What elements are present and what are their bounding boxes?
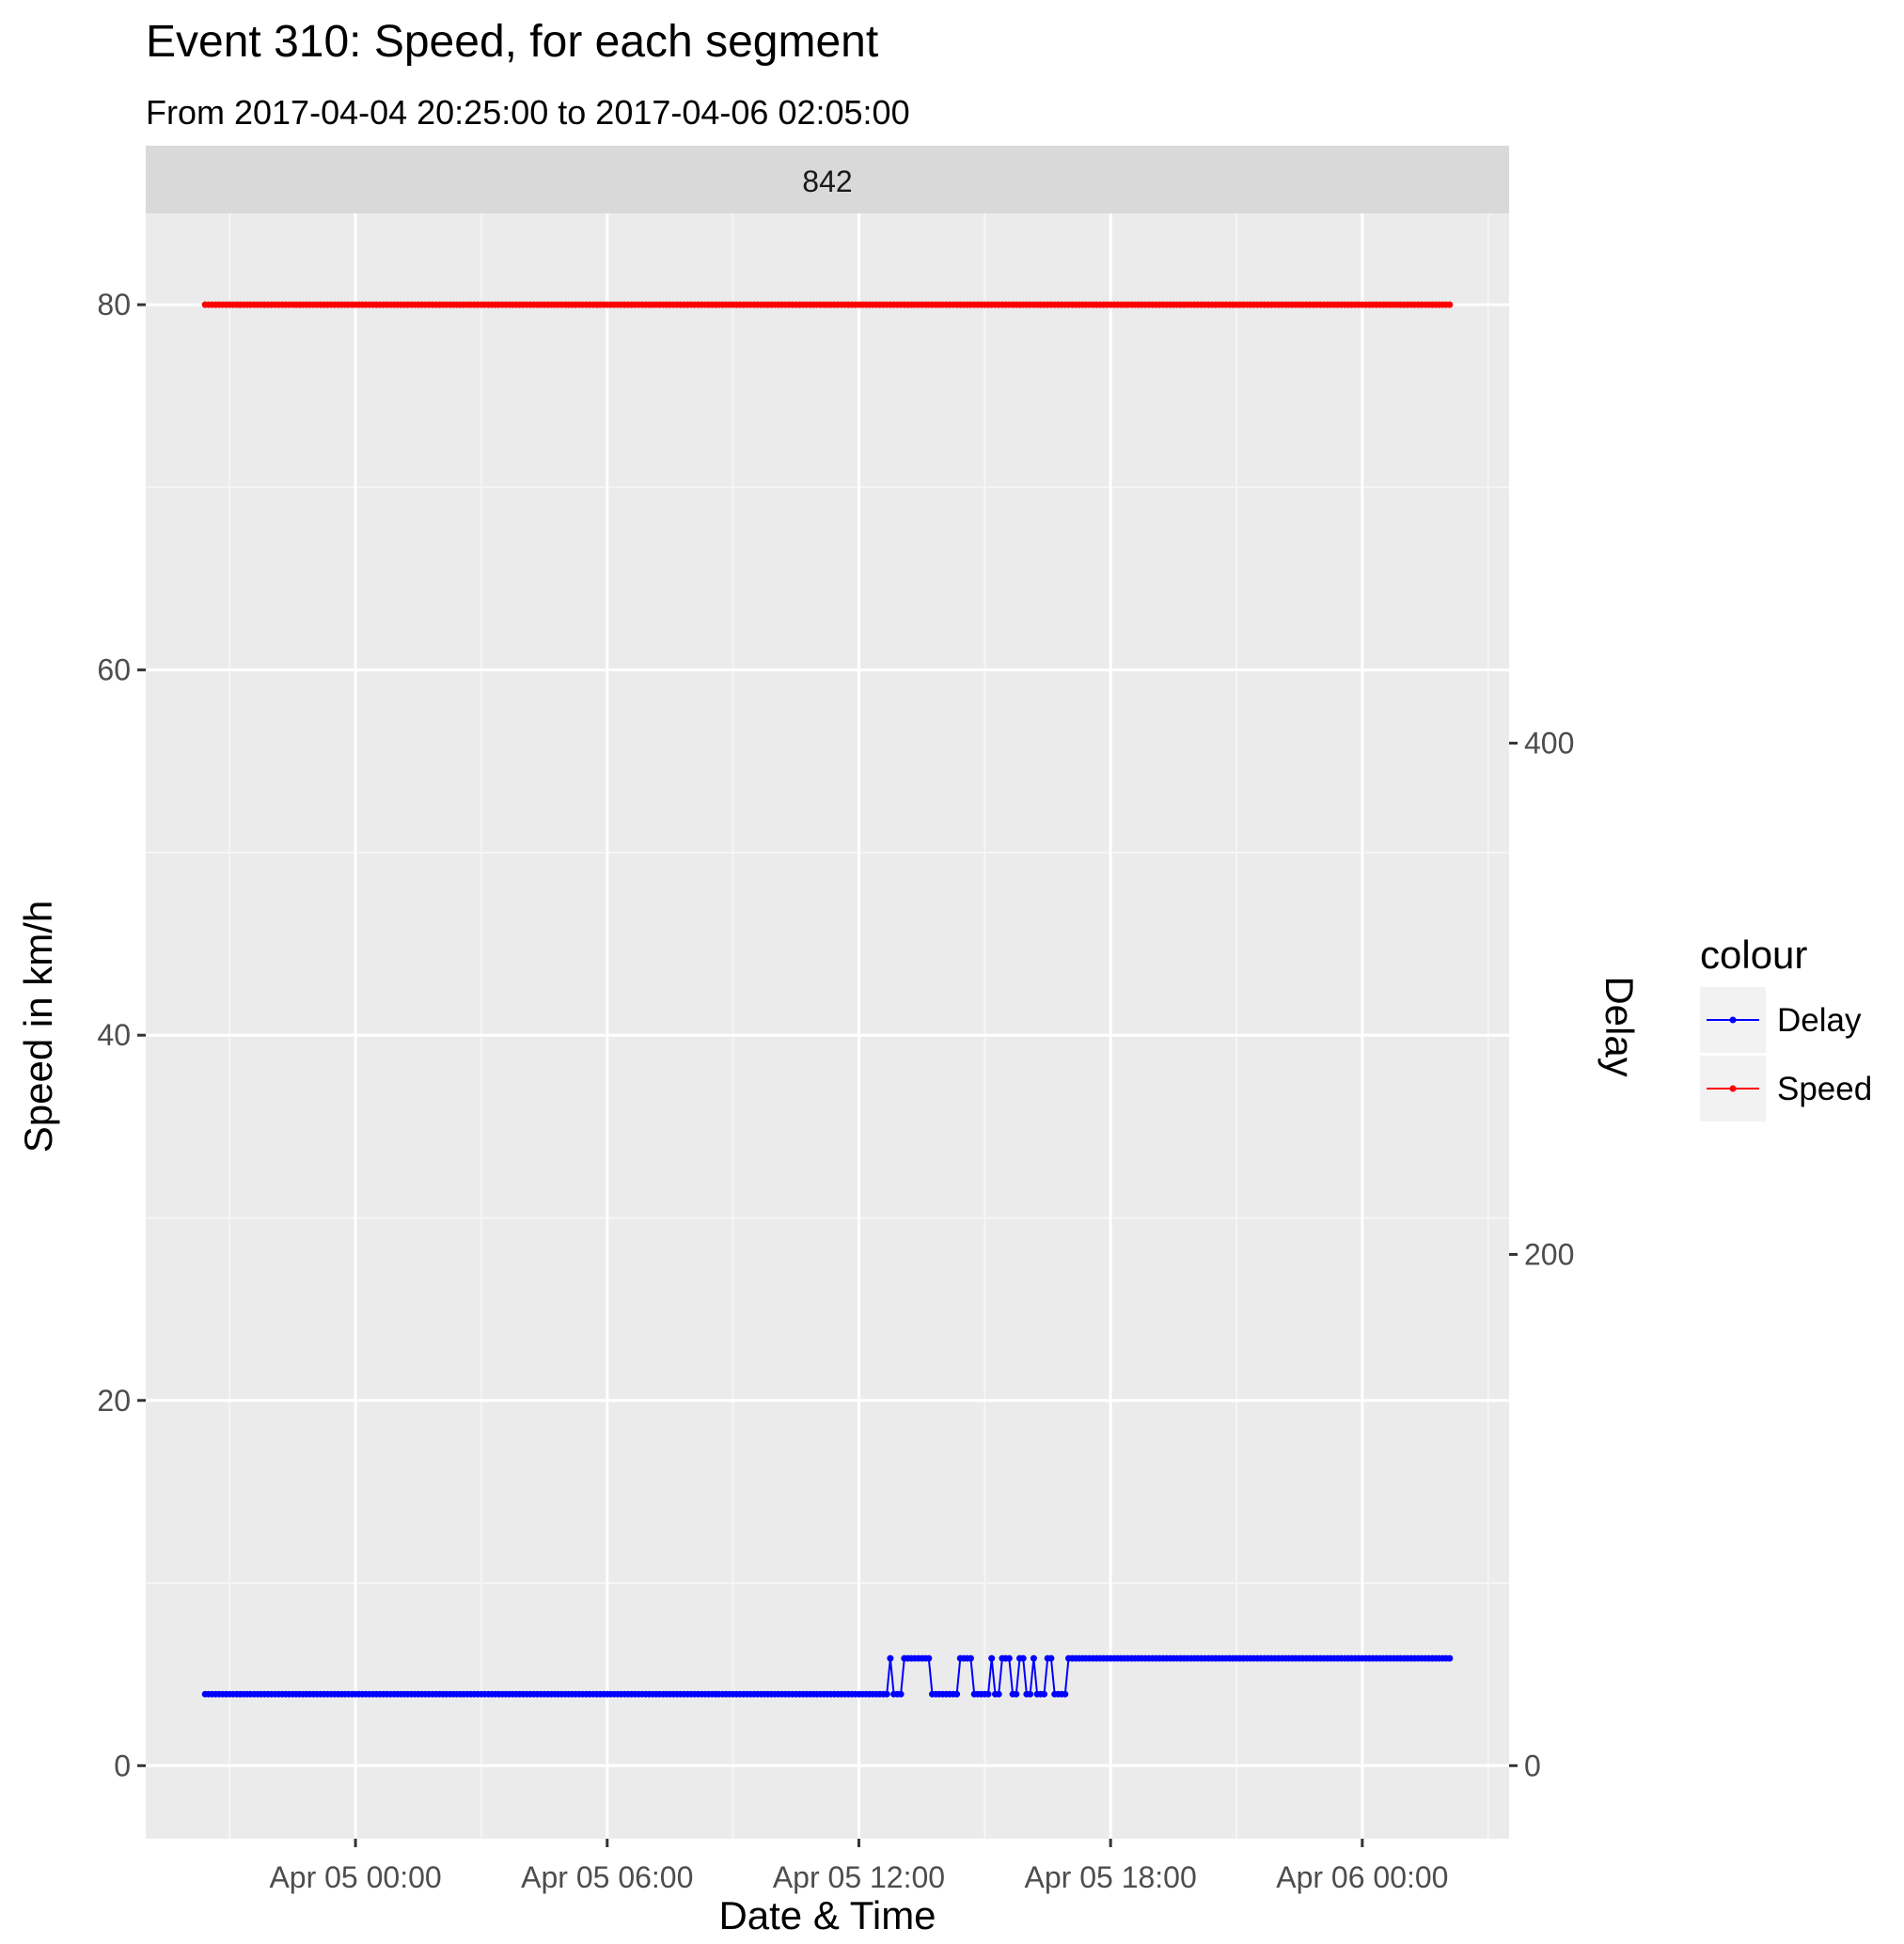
chart-title: Event 310: Speed, for each segment (146, 17, 878, 67)
data-point (1013, 1690, 1020, 1698)
data-point (988, 1654, 996, 1662)
data-point (887, 1654, 894, 1662)
data-point (1446, 1654, 1454, 1662)
data-point (1027, 1690, 1034, 1698)
y-tick-label: 20 (97, 1384, 131, 1418)
y-axis-title: Speed in km/h (16, 901, 60, 1153)
y-axis-right: 0 200 400 (1509, 727, 1574, 1782)
data-point (967, 1654, 974, 1662)
data-point (883, 1690, 890, 1698)
data-point (984, 1690, 992, 1698)
series-points-delay (201, 1654, 1454, 1698)
legend-title: colour (1700, 933, 1807, 977)
series-layer (201, 301, 1454, 1698)
y2-tick-label: 0 (1524, 1748, 1541, 1782)
plot-panel (146, 213, 1509, 1839)
x-axis: Apr 05 00:00 Apr 05 06:00 Apr 05 12:00 Apr … (269, 1839, 1448, 1894)
y-tick-label: 0 (114, 1748, 131, 1782)
y2-axis-title: Delay (1597, 976, 1642, 1076)
legend-point (1729, 1016, 1737, 1024)
data-point (1030, 1654, 1037, 1662)
data-point (1019, 1654, 1027, 1662)
legend-label: Delay (1777, 1002, 1862, 1039)
y2-tick-label: 200 (1524, 1237, 1574, 1271)
data-point (897, 1690, 905, 1698)
facet-strip (146, 146, 1509, 213)
y-tick-label: 40 (97, 1018, 131, 1052)
x-axis-title: Date & Time (718, 1893, 936, 1937)
legend-label: Speed (1777, 1071, 1872, 1107)
series-points-speed (201, 301, 1454, 308)
legend: colour Delay Speed (1700, 933, 1872, 1121)
x-tick-label: Apr 05 12:00 (773, 1860, 945, 1894)
y-tick-label: 80 (97, 288, 131, 321)
x-tick-label: Apr 05 00:00 (269, 1860, 441, 1894)
data-point (953, 1690, 961, 1698)
legend-point (1729, 1085, 1737, 1092)
y-tick-label: 60 (97, 653, 131, 687)
x-tick-label: Apr 06 00:00 (1276, 1860, 1448, 1894)
x-tick-label: Apr 05 06:00 (521, 1860, 693, 1894)
data-point (1041, 1690, 1047, 1698)
data-point (995, 1690, 1002, 1698)
data-point (1446, 301, 1454, 308)
y-axis-left: 0 20 40 60 80 (97, 288, 146, 1782)
grid-minor (146, 213, 1509, 1839)
data-point (1047, 1654, 1055, 1662)
y2-tick-label: 400 (1524, 727, 1574, 760)
x-tick-label: Apr 05 18:00 (1025, 1860, 1197, 1894)
data-point (925, 1654, 933, 1662)
data-point (1062, 1690, 1069, 1698)
chart-subtitle: From 2017-04-04 20:25:00 to 2017-04-06 0… (146, 93, 910, 132)
facet-label: 842 (802, 165, 852, 198)
data-point (1005, 1654, 1013, 1662)
